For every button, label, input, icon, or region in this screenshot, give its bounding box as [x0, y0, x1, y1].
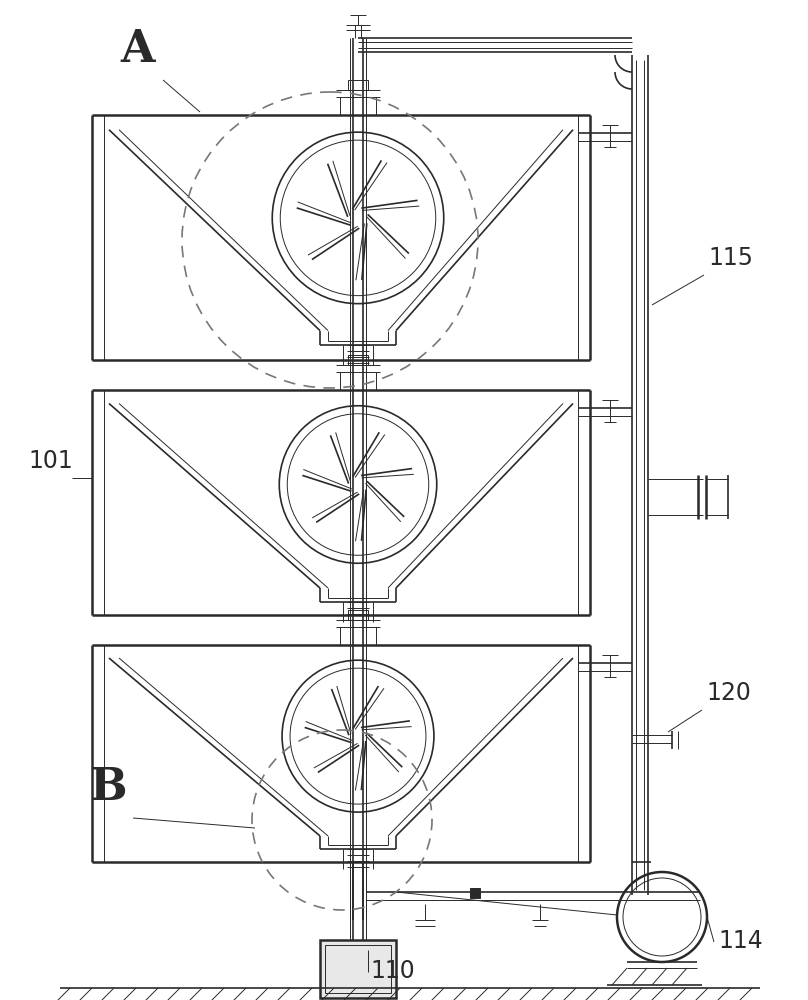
- Text: 110: 110: [370, 959, 415, 983]
- Bar: [320, 940, 396, 998]
- Bar: [348, 80, 368, 90]
- Text: A: A: [120, 28, 154, 71]
- Text: 101: 101: [28, 449, 73, 473]
- Text: B: B: [90, 766, 128, 809]
- Bar: [470, 888, 480, 898]
- Text: 115: 115: [708, 246, 753, 270]
- Bar: [348, 610, 368, 620]
- Text: 114: 114: [718, 929, 763, 953]
- Bar: [348, 355, 368, 365]
- Bar: [325, 945, 391, 993]
- Text: 120: 120: [706, 681, 751, 705]
